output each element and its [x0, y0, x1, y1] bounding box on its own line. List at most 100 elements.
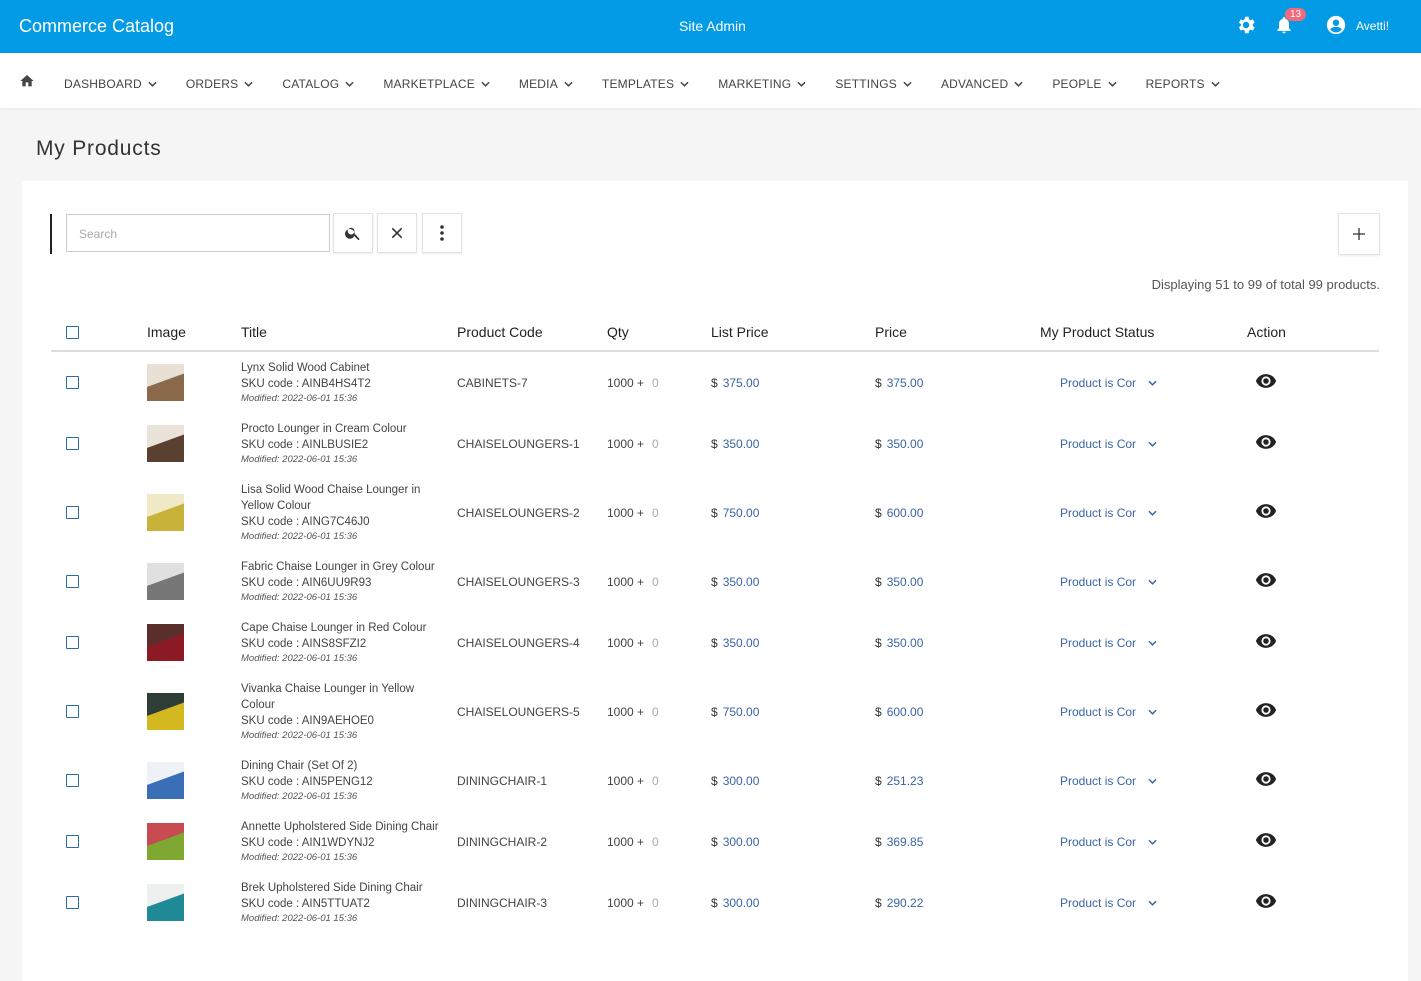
status-select[interactable]: Product is Cor — [1040, 705, 1241, 719]
row-checkbox[interactable] — [66, 437, 79, 450]
nav-label: TEMPLATES — [601, 77, 675, 91]
currency: $ — [875, 574, 882, 589]
table-body: Lynx Solid Wood Cabinet SKU code : AINB4H… — [51, 351, 1379, 933]
select-all[interactable] — [66, 325, 79, 339]
row-checkbox[interactable] — [66, 705, 79, 718]
eye-shape — [1255, 772, 1277, 786]
chevron-icon — [1148, 510, 1157, 516]
status-select[interactable]: Product is Cor — [1040, 506, 1241, 520]
view-button[interactable] — [1255, 500, 1277, 525]
status-select[interactable]: Product is Cor — [1040, 437, 1241, 451]
brand[interactable]: Commerce Catalog — [19, 16, 175, 36]
nav-item[interactable]: MARKETPLACE — [383, 77, 490, 91]
row-checkbox[interactable] — [66, 774, 79, 787]
cell: Lisa Solid Wood Chaise Lounger in Yellow… — [235, 474, 451, 551]
nav-item[interactable]: DASHBOARD — [64, 77, 157, 91]
view-button[interactable] — [1255, 829, 1277, 854]
cell — [51, 351, 141, 413]
clear-icon — [391, 227, 403, 239]
cell: $290.22 — [869, 872, 1034, 933]
status-select[interactable]: Product is Cor — [1040, 575, 1241, 589]
product-thumbnail — [147, 563, 184, 600]
view-button[interactable] — [1255, 768, 1277, 793]
chevron-shape — [564, 81, 573, 87]
cell: Procto Lounger in Cream Colour SKU code :… — [235, 413, 451, 474]
nav-item[interactable]: MEDIA — [519, 77, 573, 91]
title-block: Lynx Solid Wood Cabinet SKU code : AINB4H… — [241, 360, 446, 405]
cell — [141, 811, 235, 872]
cell — [141, 612, 235, 673]
nav-item[interactable]: MARKETING — [718, 77, 806, 91]
nav-item[interactable]: ADVANCED — [941, 77, 1023, 91]
view-button[interactable] — [1255, 431, 1277, 456]
cell — [1241, 551, 1379, 612]
row-checkbox[interactable] — [66, 896, 79, 909]
qty-extra: 0 — [652, 375, 659, 390]
clear-button[interactable] — [377, 213, 417, 253]
status-select[interactable]: Product is Cor — [1040, 636, 1241, 650]
modified: Modified: 2022-06-01 15:36 — [241, 531, 358, 542]
cell — [141, 673, 235, 750]
row-checkbox[interactable] — [66, 506, 79, 519]
list-price: 350.00 — [722, 574, 760, 589]
user-icon[interactable] — [1325, 14, 1347, 36]
settings-icon[interactable] — [1235, 14, 1257, 36]
more-button[interactable] — [422, 213, 462, 253]
row-checkbox[interactable] — [66, 575, 79, 588]
product-title: Vivanka Chaise Lounger in Yellow Colour — [241, 683, 415, 711]
qty: 1000 + — [607, 704, 645, 719]
status-select[interactable]: Product is Cor — [1040, 896, 1241, 910]
chevron-icon — [564, 81, 573, 87]
nav-label: MEDIA — [518, 77, 558, 91]
nav-item[interactable]: ORDERS — [186, 77, 254, 91]
cell: Brek Upholstered Side Dining Chair SKU co… — [235, 872, 451, 933]
nav-label: ADVANCED — [940, 77, 1009, 91]
home-icon[interactable] — [19, 73, 35, 89]
body: Commerce Catalog Site Admin 13 Avetti! D… — [0, 0, 1421, 933]
status-select[interactable]: Product is Cor — [1040, 835, 1241, 849]
product-thumbnail — [147, 693, 184, 730]
add-button[interactable] — [1338, 213, 1380, 255]
nav-label: MARKETING — [718, 77, 792, 91]
nav-item[interactable]: TEMPLATES — [602, 77, 689, 91]
dot — [440, 225, 444, 229]
list-price: 350.00 — [722, 635, 760, 650]
products-table: Image Title Product Code Qty List Price Price… — [51, 314, 1379, 933]
search-input[interactable]: Search — [66, 214, 330, 252]
view-button[interactable] — [1255, 569, 1277, 594]
cell: $369.85 — [869, 811, 1034, 872]
nav-item[interactable]: PEOPLE — [1052, 77, 1117, 91]
status-select[interactable]: Product is Cor — [1040, 376, 1241, 390]
cell: 1000 + 0 — [601, 551, 705, 612]
chevron-icon — [1148, 839, 1157, 845]
view-button[interactable] — [1255, 890, 1277, 915]
view-icon — [1255, 703, 1277, 717]
nav-item[interactable]: CATALOG — [282, 77, 354, 91]
row-checkbox[interactable] — [66, 835, 79, 848]
modified: Modified: 2022-06-01 15:36 — [241, 454, 358, 465]
column-header: List Price — [705, 314, 869, 352]
view-button[interactable] — [1255, 699, 1277, 724]
nav-item[interactable]: REPORTS — [1146, 77, 1220, 91]
status-value: Product is Cor — [1060, 704, 1137, 719]
user-name[interactable]: Avetti! — [1356, 19, 1390, 33]
product-row: Cape Chaise Lounger in Red Colour SKU cod… — [51, 612, 1379, 673]
view-button[interactable] — [1255, 630, 1277, 655]
sku: SKU code : AINS8SFZI2 — [241, 638, 367, 650]
notifications-icon[interactable] — [1274, 14, 1294, 36]
cell: Product is Cor — [1034, 474, 1241, 551]
price: 350.00 — [886, 574, 924, 589]
nav-label: PEOPLE — [1052, 77, 1102, 91]
qty: 1000 + — [607, 895, 645, 910]
qty-extra: 0 — [652, 834, 659, 849]
page: My Products {"header": {"title": "Commer… — [0, 0, 1421, 933]
status-select[interactable]: Product is Cor — [1040, 774, 1241, 788]
search-button[interactable] — [333, 213, 373, 253]
nav-item[interactable]: SETTINGS — [835, 77, 912, 91]
view-icon — [1255, 374, 1277, 388]
chevron-icon — [1148, 900, 1157, 906]
currency: $ — [711, 574, 718, 589]
row-checkbox[interactable] — [66, 376, 79, 389]
row-checkbox[interactable] — [66, 636, 79, 649]
view-button[interactable] — [1255, 370, 1277, 395]
